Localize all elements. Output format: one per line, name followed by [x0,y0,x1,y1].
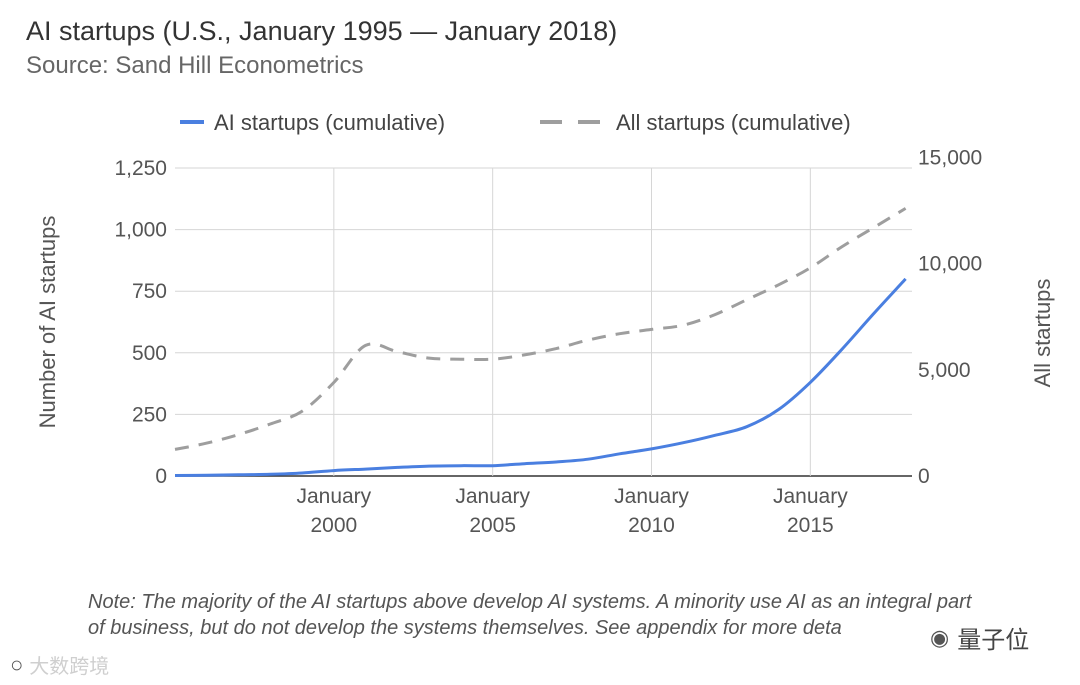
chart-legend: AI startups (cumulative) All startups (cu… [180,110,851,135]
chart-ticks: 0 250 500 750 1,000 1,250 0 5,000 10,000 15,000 Ja… [114,146,982,537]
wechat-icon: ◉ [930,624,950,650]
y-left-tick-label: 250 [132,403,167,426]
y-right-tick-label: 5,000 [918,359,971,382]
watermark-right: ◉ 量子位 [930,620,1029,655]
chart-grid [175,167,912,477]
legend-label: AI startups (cumulative) [214,110,445,135]
y-axis-left-title: Number of AI startups [35,216,60,429]
y-right-tick-label: 15,000 [918,146,982,169]
x-tick-label: 2010 [628,514,675,537]
chart-canvas: 0 250 500 750 1,000 1,250 0 5,000 10,000 15,000 Ja… [35,110,1055,537]
x-tick-label: January [614,485,689,508]
y-left-tick-label: 1,250 [114,157,167,180]
y-right-tick-label: 10,000 [918,253,982,276]
legend-label: All startups (cumulative) [616,110,851,135]
y-left-tick-label: 750 [132,280,167,303]
x-tick-label: 2015 [787,514,834,537]
chart-footnote: Note: The majority of the AI startups ab… [88,591,972,639]
y-right-tick-label: 0 [918,465,930,488]
x-tick-label: January [296,485,371,508]
chart-lines [174,207,907,477]
watermark-right-text: 量子位 [957,627,1030,654]
x-tick-label: January [773,485,848,508]
chart-subtitle: Source: Sand Hill Econometrics [26,52,364,79]
y-left-tick-label: 1,000 [114,219,167,242]
watermark-left-text: 大数跨境 [29,656,110,678]
chart-title: AI startups (U.S., January 1995 — Januar… [26,16,618,46]
series-line-ai-startups [174,277,907,477]
series-line-all-startups [174,207,907,451]
x-tick-label: January [455,485,530,508]
bubble-icon: ○ [10,651,24,677]
watermark-left: ○ 大数跨境 [10,650,109,679]
x-tick-label: 2000 [310,514,357,537]
x-tick-label: 2005 [469,514,516,537]
y-left-tick-label: 0 [155,465,167,488]
y-left-tick-label: 500 [132,342,167,365]
y-axis-right-title: All startups [1030,279,1055,388]
